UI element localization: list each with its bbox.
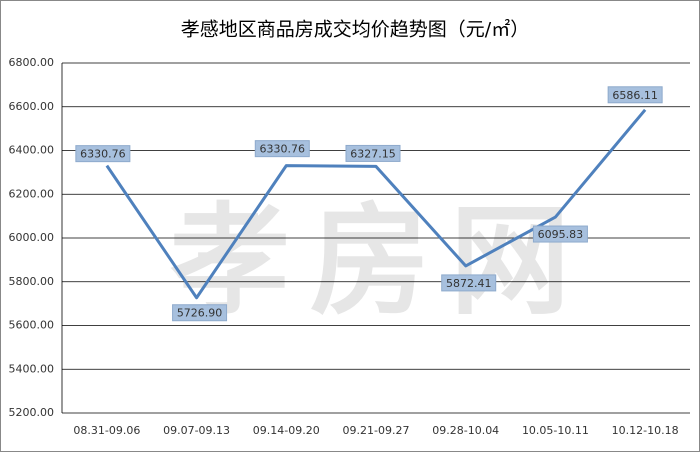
x-tick-label: 09.21-09.27 — [343, 424, 410, 437]
x-tick-label: 09.07-09.13 — [163, 424, 230, 437]
y-tick-label: 5200.00 — [9, 406, 55, 419]
data-label-box — [75, 145, 131, 163]
data-label-box — [441, 274, 497, 292]
y-tick-label: 6800.00 — [9, 56, 55, 69]
data-label: 5872.41 — [446, 277, 492, 290]
x-tick-label: 10.05-10.11 — [522, 424, 589, 437]
data-label-box — [607, 86, 663, 104]
data-label-box — [254, 140, 310, 158]
x-tick-label: 10.12-10.18 — [612, 424, 679, 437]
x-tick-label: 08.31-09.06 — [73, 424, 140, 437]
data-label: 6095.83 — [538, 228, 584, 241]
y-tick-label: 5600.00 — [9, 319, 55, 332]
y-tick-label: 6000.00 — [9, 231, 55, 244]
data-label: 5726.90 — [177, 307, 223, 320]
data-label: 6586.11 — [612, 89, 658, 102]
data-label: 6330.76 — [260, 143, 306, 156]
data-label-box — [532, 225, 588, 243]
chart-title: 孝感地区商品房成交均价趋势图（元/㎡） — [181, 18, 529, 41]
y-tick-label: 5400.00 — [9, 362, 55, 375]
data-label: 6327.15 — [350, 147, 396, 160]
x-tick-label: 09.14-09.20 — [253, 424, 320, 437]
data-label-box — [172, 304, 228, 322]
y-tick-label: 6200.00 — [9, 187, 55, 200]
y-tick-label: 6400.00 — [9, 144, 55, 157]
line — [105, 108, 647, 300]
data-label: 6330.76 — [80, 148, 126, 161]
x-tick-label: 09.28-10.04 — [432, 424, 499, 437]
watermark: 孝房网 — [170, 193, 590, 332]
y-tick-label: 5800.00 — [9, 275, 55, 288]
data-label-box — [345, 144, 401, 162]
y-tick-label: 6600.00 — [9, 100, 55, 113]
